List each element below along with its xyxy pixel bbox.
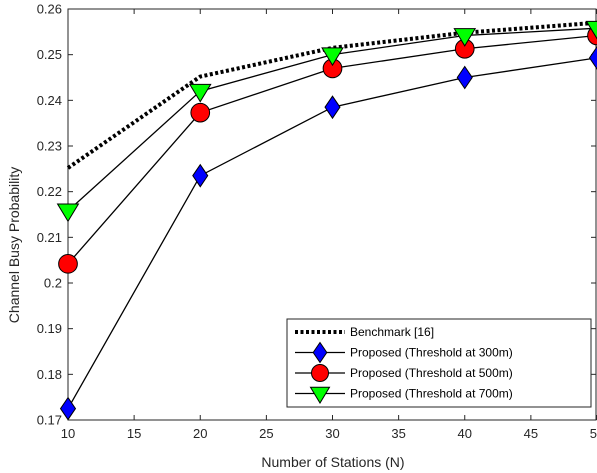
y-tick-label: 0.17 — [37, 413, 62, 428]
x-axis-label: Number of Stations (N) — [261, 454, 404, 470]
data-point — [456, 65, 473, 90]
legend-entry-label: Proposed (Threshold at 700m) — [350, 387, 513, 401]
x-tick-label: 10 — [61, 426, 75, 441]
data-point — [585, 20, 597, 40]
legend-entry-label: Proposed (Threshold at 300m) — [350, 346, 513, 360]
x-tick-label: 30 — [325, 426, 339, 441]
x-tick-label: 15 — [127, 426, 141, 441]
x-tick-label: 45 — [524, 426, 538, 441]
y-tick-label: 0.21 — [37, 230, 62, 245]
x-tick-label: 20 — [193, 426, 207, 441]
y-tick-label: 0.23 — [37, 139, 62, 154]
data-point — [321, 47, 344, 67]
series-0 — [66, 20, 597, 170]
series-1 — [59, 45, 597, 421]
y-tick-label: 0.2 — [44, 276, 62, 291]
x-tick-label: 35 — [391, 426, 405, 441]
marker-diamond — [312, 341, 328, 364]
x-tick-label: 25 — [259, 426, 273, 441]
data-point — [192, 163, 209, 188]
x-tick-label: 50 — [590, 426, 597, 441]
y-tick-label: 0.18 — [37, 367, 62, 382]
series-2 — [58, 25, 597, 274]
legend: Benchmark [16] Proposed (Threshold at 300… — [286, 318, 592, 408]
legend-entry-label: Proposed (Threshold at 500m) — [350, 366, 513, 380]
data-point — [190, 102, 211, 123]
series-line — [66, 20, 597, 170]
data-point — [588, 45, 597, 70]
y-axis-label: Channel Busy Probability — [6, 167, 22, 323]
axis-ticks: 10 15 20 25 30 35 40 45 50 0.17 0.18 0.19 0.2 0.21 0.2… — [37, 2, 597, 441]
marker-triangle — [309, 386, 331, 404]
data-point — [56, 203, 80, 223]
data-point — [58, 253, 78, 274]
y-tick-label: 0.19 — [37, 321, 62, 336]
marker-circle — [311, 364, 329, 382]
y-tick-label: 0.22 — [37, 184, 62, 199]
legend-box — [286, 318, 592, 408]
y-tick-label: 0.24 — [37, 93, 62, 108]
data-point — [324, 95, 341, 120]
data-point — [453, 28, 477, 47]
data-point — [59, 396, 77, 421]
series-layer — [56, 20, 597, 421]
data-point — [188, 83, 212, 103]
y-tick-label: 0.26 — [37, 2, 62, 17]
y-tick-label: 0.25 — [37, 47, 62, 62]
legend-entry-label: Benchmark [16] — [350, 325, 434, 339]
x-tick-label: 40 — [458, 426, 472, 441]
series-3 — [56, 20, 597, 223]
